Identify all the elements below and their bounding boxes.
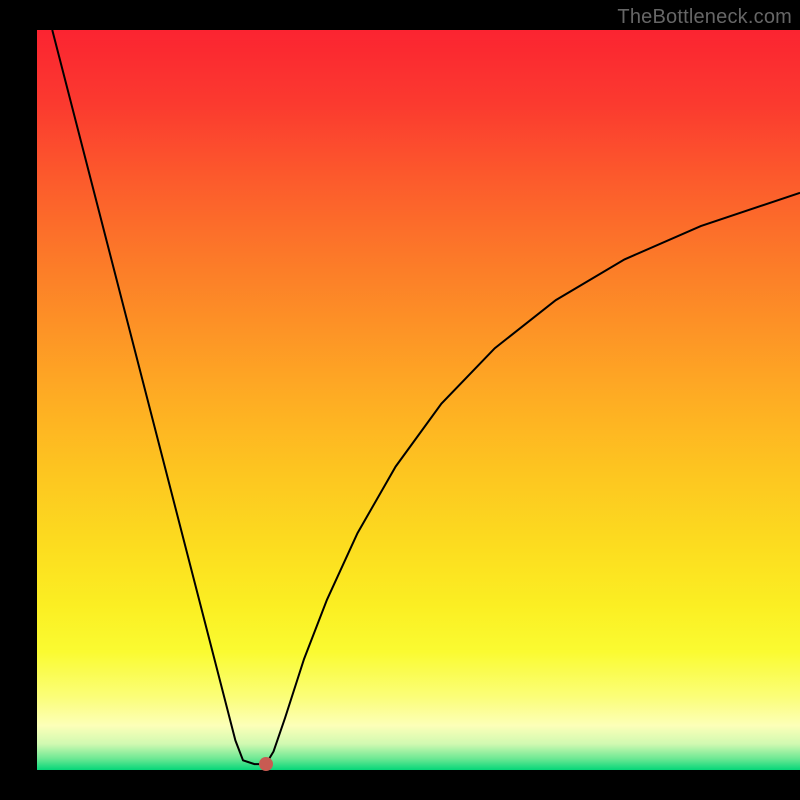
chart-container: TheBottleneck.com <box>0 0 800 800</box>
plot-area <box>37 30 800 770</box>
watermark-text: TheBottleneck.com <box>617 6 792 29</box>
minimum-marker <box>259 757 273 771</box>
bottleneck-curve <box>37 30 800 770</box>
